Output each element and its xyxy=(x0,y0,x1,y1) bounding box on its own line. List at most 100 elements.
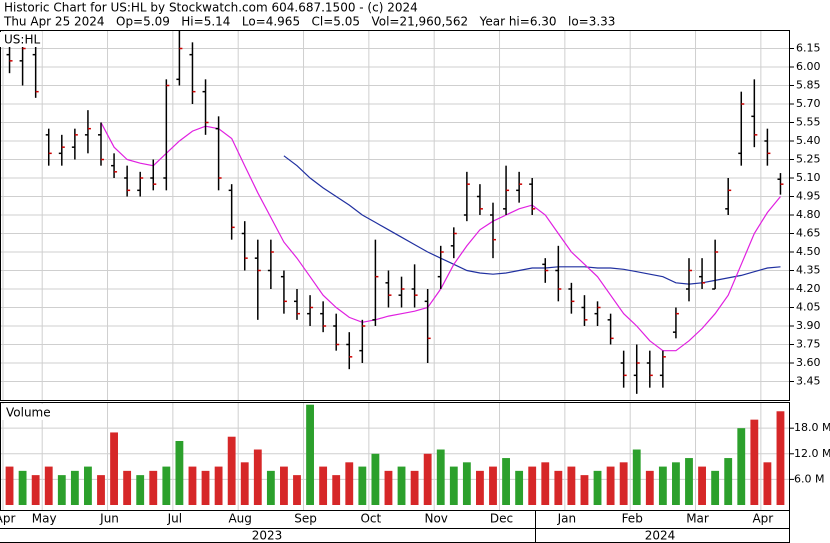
header-summary: Thu Apr 25 2024 Op=5.09 Hi=5.14 Lo=4.965… xyxy=(3,15,615,29)
x-tick-label: Jul xyxy=(167,512,182,526)
volume-bar xyxy=(97,475,105,505)
price-panel xyxy=(0,30,790,401)
volume-bar xyxy=(619,462,628,505)
volume-bar xyxy=(449,466,458,505)
volume-bar xyxy=(70,470,79,505)
volume-bar xyxy=(711,470,720,505)
x-tick-label: Oct xyxy=(360,512,381,526)
moving-average-long xyxy=(283,155,781,285)
volume-bar xyxy=(476,470,484,505)
y-tick-label: 4.95 xyxy=(796,190,821,203)
y-tick-label: 4.65 xyxy=(796,227,821,240)
volume-bar xyxy=(554,470,563,505)
volume-bar xyxy=(214,466,223,505)
volume-bar xyxy=(645,470,654,505)
volume-bar xyxy=(371,453,380,505)
volume-bar xyxy=(266,470,275,505)
volume-bar xyxy=(672,462,680,505)
y-tick-label: 5.40 xyxy=(796,134,821,147)
volume-bar xyxy=(737,428,746,505)
x-tick-label: Aug xyxy=(228,512,251,526)
volume-bar xyxy=(345,462,354,505)
volume-bar xyxy=(606,466,615,505)
y-tick-label: 4.05 xyxy=(796,301,821,314)
volume-bar xyxy=(123,470,132,505)
volume-bar xyxy=(227,436,236,505)
x-tick-label: Feb xyxy=(622,512,643,526)
volume-bar xyxy=(698,466,706,505)
volume-bar xyxy=(776,411,785,505)
volume-bar xyxy=(658,466,667,505)
volume-bar xyxy=(580,475,589,505)
volume-bar xyxy=(515,470,524,505)
header-title: Historic Chart for US:HL by Stockwatch.c… xyxy=(4,1,418,15)
year-label: 2023 xyxy=(252,529,283,543)
y-tick-label: 4.80 xyxy=(796,208,821,221)
volume-bar xyxy=(567,466,576,505)
volume-bar xyxy=(332,475,341,505)
volume-bar xyxy=(44,466,53,505)
y-tick-label: 18.0 M xyxy=(794,421,830,434)
x-tick-label: Apr xyxy=(0,512,15,526)
y-tick-label: 4.50 xyxy=(796,245,821,258)
label-bg xyxy=(0,32,42,47)
volume-label: Volume xyxy=(6,406,51,420)
volume-bar xyxy=(162,466,171,505)
y-tick-label: 5.85 xyxy=(796,79,821,92)
y-tick-label: 6.0 M xyxy=(794,472,824,485)
volume-bar xyxy=(632,449,641,505)
volume-bar xyxy=(18,470,27,505)
y-tick-label: 12.0 M xyxy=(794,447,830,460)
y-tick-label: 3.75 xyxy=(796,338,821,351)
volume-bar xyxy=(423,453,432,505)
symbol-label: US:HL xyxy=(4,33,40,47)
x-tick-label: Jun xyxy=(99,512,119,526)
y-tick-label: 5.55 xyxy=(796,116,821,129)
volume-bar xyxy=(462,462,471,505)
y-tick-label: 5.70 xyxy=(796,97,821,110)
volume-bar xyxy=(293,475,301,505)
volume-bar xyxy=(436,449,445,505)
volume-panel xyxy=(0,402,790,511)
y-tick-label: 3.90 xyxy=(796,319,821,332)
y-tick-label: 4.35 xyxy=(796,264,821,277)
y-tick-label: 5.10 xyxy=(796,171,821,184)
y-tick-label: 6.00 xyxy=(796,60,821,73)
volume-bar xyxy=(528,466,537,505)
volume-bar xyxy=(175,440,184,505)
x-tick-label: Sep xyxy=(294,512,317,526)
volume-bar xyxy=(410,470,419,505)
volume-bar xyxy=(31,475,40,505)
x-tick-label: Dec xyxy=(490,512,513,526)
volume-bar xyxy=(593,470,602,505)
volume-bar xyxy=(541,462,550,505)
x-tick-label: Jan xyxy=(557,512,577,526)
year-label: 2024 xyxy=(645,529,676,543)
x-tick-label: Nov xyxy=(424,512,447,526)
plot xyxy=(5,30,785,505)
volume-bar xyxy=(306,404,314,505)
volume-bar xyxy=(57,475,66,505)
volume-bar xyxy=(489,466,497,505)
x-tick-label: Apr xyxy=(752,512,773,526)
volume-bar xyxy=(750,419,759,505)
volume-bar xyxy=(5,466,14,505)
volume-bar xyxy=(319,466,328,505)
volume-bar xyxy=(685,458,693,505)
volume-bar xyxy=(110,432,118,505)
x-tick-label: May xyxy=(32,512,57,526)
volume-bar xyxy=(724,458,733,505)
volume-bar xyxy=(201,470,210,505)
volume-bar xyxy=(149,470,158,505)
volume-bar xyxy=(253,449,262,505)
volume-bar xyxy=(84,466,92,505)
y-tick-label: 5.25 xyxy=(796,153,821,166)
grid xyxy=(0,30,790,510)
volume-bar xyxy=(502,458,510,505)
y-tick-label: 6.15 xyxy=(796,42,821,55)
volume-bar xyxy=(136,475,145,505)
volume-bar xyxy=(397,466,406,505)
y-tick-label: 3.45 xyxy=(796,375,821,388)
volume-bar xyxy=(763,462,772,505)
